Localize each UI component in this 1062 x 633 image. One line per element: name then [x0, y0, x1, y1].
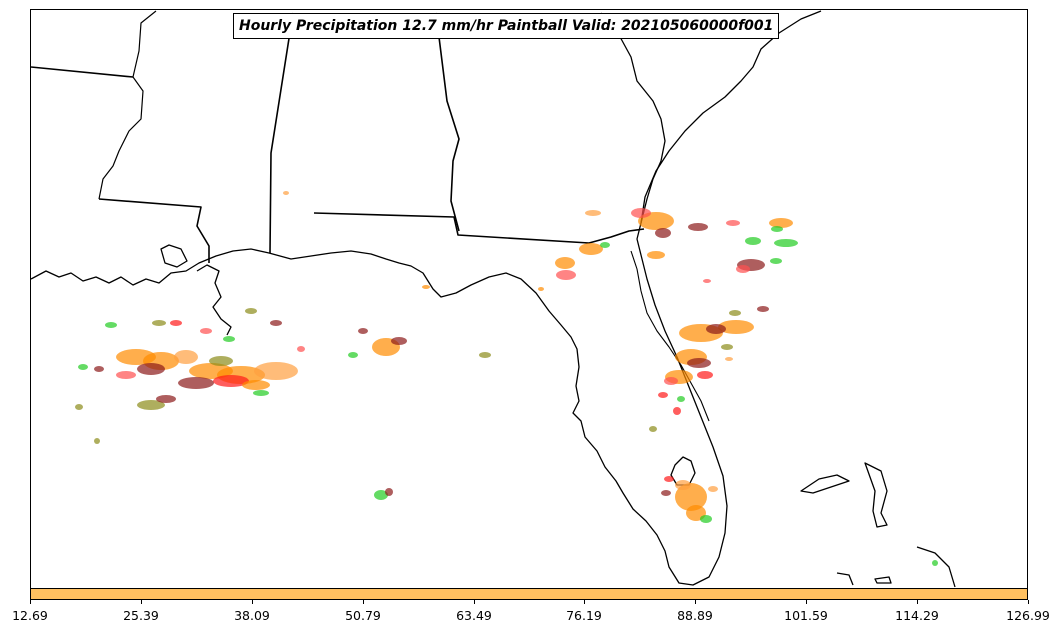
colorbar-tick-label: 63.49: [456, 608, 492, 623]
cluster-west-gulf: [75, 191, 305, 444]
colorbar-tick: [474, 600, 475, 604]
colorbar-tick-label: 114.29: [895, 608, 939, 623]
colorbar-tick-label: 38.09: [234, 608, 270, 623]
colorbar-tick: [695, 600, 696, 604]
colorbar-tick-label: 25.39: [123, 608, 159, 623]
state-border-ms-la-south: [98, 198, 210, 263]
river-border: [98, 10, 157, 200]
island-small-1: [874, 576, 892, 584]
colorbar-tick: [141, 600, 142, 604]
colorbar-tick: [806, 600, 807, 604]
coastline-gulf: [31, 10, 822, 586]
cluster-central-fl: [649, 306, 769, 432]
colorbar-tick: [1028, 600, 1029, 604]
cluster-central-gulf: [348, 285, 544, 500]
cluster-north-fl: [555, 208, 798, 283]
cluster-south-fl: [661, 476, 938, 566]
island-grand-bahama: [800, 474, 850, 494]
state-border-al-ga: [435, 12, 460, 232]
paintball-layer: [75, 191, 938, 566]
colorbar-tick: [252, 600, 253, 604]
island-southeast: [916, 546, 956, 588]
state-border-ms-al: [269, 12, 294, 254]
colorbar-tick-label: 88.89: [677, 608, 713, 623]
island-small-2: [836, 572, 854, 586]
island-andros: [864, 462, 888, 528]
colorbar-tick: [30, 600, 31, 604]
coastline-atlantic-north: [600, 12, 666, 224]
state-border-ar-ms: [31, 66, 134, 78]
colorbar-tick: [363, 600, 364, 604]
state-border-al-fl: [313, 212, 645, 244]
map-title: Hourly Precipitation 12.7 mm/hr Paintbal…: [233, 13, 780, 39]
basemap: [31, 10, 956, 588]
colorbar-tick-label: 76.19: [566, 608, 602, 623]
colorbar-tick-label: 126.99: [1006, 608, 1050, 623]
colorbar-tick: [917, 600, 918, 604]
colorbar-tick-label: 50.79: [345, 608, 381, 623]
indian-river: [630, 250, 710, 422]
colorbar-tick-label: 101.59: [784, 608, 828, 623]
delta-marsh: [160, 244, 232, 336]
colorbar-tick-label: 12.69: [12, 608, 48, 623]
colorbar-tick: [584, 600, 585, 604]
colorbar: [30, 588, 1028, 600]
map-panel: [30, 9, 1028, 589]
